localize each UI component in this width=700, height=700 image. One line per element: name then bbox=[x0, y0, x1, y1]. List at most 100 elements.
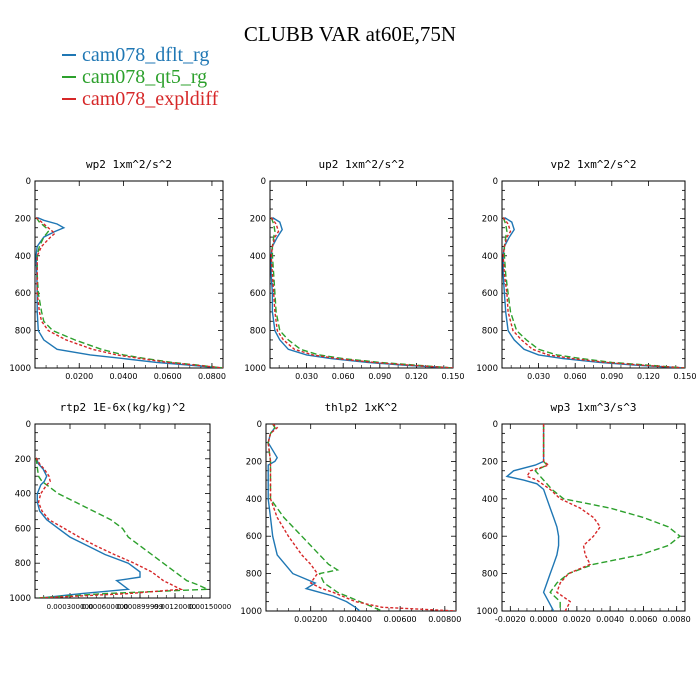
x-tick-label: 0.000600000 bbox=[82, 603, 129, 611]
plot-frame bbox=[34, 180, 224, 369]
x-tick-label: 0.0200 bbox=[65, 372, 93, 381]
panel-title: rtp2 1E-6x(kg/kg)^2 bbox=[60, 401, 186, 414]
y-tick-label: 600 bbox=[482, 289, 498, 299]
y-tick-label: 1000 bbox=[9, 364, 31, 374]
series-line bbox=[35, 216, 223, 368]
series-line bbox=[270, 217, 453, 368]
x-tick-label: 0.030 bbox=[527, 372, 550, 381]
y-tick-label: 400 bbox=[15, 490, 31, 500]
x-tick-label: 0.0080 bbox=[663, 615, 691, 624]
y-tick-label: 600 bbox=[15, 289, 31, 299]
panel-title: up2 1xm^2/s^2 bbox=[318, 158, 404, 171]
series-line bbox=[270, 216, 453, 368]
legend-item: cam078_qt5_rg bbox=[62, 66, 218, 88]
y-tick-label: 800 bbox=[250, 327, 266, 337]
y-tick-label: 600 bbox=[482, 532, 498, 542]
series-line bbox=[267, 424, 456, 611]
x-tick-label: 0.0060 bbox=[629, 615, 657, 624]
y-tick-label: 800 bbox=[482, 570, 498, 580]
y-tick-label: 0 bbox=[257, 420, 262, 430]
y-tick-label: 800 bbox=[15, 559, 31, 569]
y-tick-label: 0 bbox=[26, 420, 31, 430]
x-tick-label: 0.00800 bbox=[428, 615, 461, 624]
series-line bbox=[502, 217, 685, 368]
y-tick-label: 0 bbox=[493, 177, 498, 187]
x-tick-label: 0.030 bbox=[295, 372, 318, 381]
y-tick-label: 0 bbox=[261, 177, 266, 187]
x-tick-label: 0.120 bbox=[405, 372, 428, 381]
y-tick-label: 1000 bbox=[476, 607, 498, 617]
plot-frame bbox=[269, 180, 454, 369]
legend-item: cam078_dflt_rg bbox=[62, 44, 218, 66]
series-line bbox=[35, 216, 223, 368]
legend-swatch bbox=[62, 54, 76, 57]
legend-swatch bbox=[62, 76, 76, 79]
page-title: CLUBB VAR at60E,75N bbox=[243, 22, 457, 46]
chart-panel: wp2 1xm^2/s^2 0 200 400 600 800 1000 0.0200 0.04… bbox=[9, 158, 226, 381]
x-tick-label: 0.0020 bbox=[563, 615, 591, 624]
x-tick-label: 0.00200 bbox=[294, 615, 327, 624]
y-tick-label: 200 bbox=[250, 214, 266, 224]
legend-swatch bbox=[62, 98, 76, 101]
plot-frame bbox=[34, 423, 211, 599]
legend-item: cam078_expldiff bbox=[62, 88, 218, 110]
x-tick-label: 0.060 bbox=[332, 372, 355, 381]
plot-frame bbox=[501, 423, 686, 612]
y-tick-label: 800 bbox=[482, 327, 498, 337]
series-line bbox=[35, 457, 141, 598]
y-tick-label: 400 bbox=[482, 495, 498, 505]
x-tick-label: 0.000899999 bbox=[117, 603, 164, 611]
y-tick-label: 400 bbox=[15, 252, 31, 262]
x-tick-label: 0.0000 bbox=[530, 615, 558, 624]
plot-frame bbox=[265, 423, 457, 612]
series-line bbox=[267, 424, 361, 611]
y-tick-label: 800 bbox=[15, 327, 31, 337]
y-tick-label: 0 bbox=[493, 420, 498, 430]
legend-label: cam078_dflt_rg bbox=[82, 44, 210, 66]
series-line bbox=[35, 457, 208, 598]
x-tick-label: 0.150 bbox=[442, 372, 465, 381]
legend: cam078_dflt_rg cam078_qt5_rg cam078_expl… bbox=[62, 44, 218, 110]
y-tick-label: 1000 bbox=[240, 607, 262, 617]
chart-panel: rtp2 1E-6x(kg/kg)^2 0 200 400 600 800 1000 0.00… bbox=[9, 401, 231, 611]
y-tick-label: 200 bbox=[15, 214, 31, 224]
legend-label: cam078_expldiff bbox=[82, 88, 219, 110]
y-tick-label: 800 bbox=[246, 570, 262, 580]
x-tick-label: 0.00120000 bbox=[154, 603, 196, 611]
chart-panel: up2 1xm^2/s^2 0 200 400 600 800 1000 0.030 0.060… bbox=[244, 158, 464, 381]
x-tick-label: 0.000300000 bbox=[47, 603, 94, 611]
series-line bbox=[35, 457, 184, 598]
x-tick-label: 0.090 bbox=[368, 372, 391, 381]
y-tick-label: 400 bbox=[250, 252, 266, 262]
chart-panel: wp3 1xm^3/s^3 0 200 400 600 800 1000-0.0020 0.0… bbox=[476, 401, 690, 624]
x-tick-label: 0.00600 bbox=[384, 615, 417, 624]
y-tick-label: 400 bbox=[482, 252, 498, 262]
y-tick-label: 200 bbox=[246, 457, 262, 467]
plot-frame bbox=[501, 180, 686, 369]
panel-title: wp2 1xm^2/s^2 bbox=[86, 158, 172, 171]
series-line bbox=[534, 424, 682, 611]
chart-panel: thlp2 1xK^2 0 200 400 600 800 1000 0.00200 0.004… bbox=[240, 401, 461, 624]
x-tick-label: 0.120 bbox=[637, 372, 660, 381]
x-tick-label: 0.060 bbox=[564, 372, 587, 381]
x-tick-label: 0.0800 bbox=[198, 372, 226, 381]
y-tick-label: 600 bbox=[15, 524, 31, 534]
y-tick-label: 600 bbox=[246, 532, 262, 542]
panel-title: vp2 1xm^2/s^2 bbox=[550, 158, 636, 171]
series-line bbox=[502, 217, 685, 368]
x-tick-label: 0.00400 bbox=[339, 615, 372, 624]
y-tick-label: 400 bbox=[246, 495, 262, 505]
x-tick-label: 0.150 bbox=[674, 372, 697, 381]
x-tick-label: 0.0400 bbox=[109, 372, 137, 381]
y-tick-label: 200 bbox=[482, 214, 498, 224]
series-line bbox=[270, 217, 453, 368]
x-tick-label: 0.0040 bbox=[596, 615, 624, 624]
y-tick-label: 1000 bbox=[476, 364, 498, 374]
y-tick-label: 0 bbox=[26, 177, 31, 187]
panel-title: thlp2 1xK^2 bbox=[325, 401, 398, 414]
y-tick-label: 200 bbox=[15, 455, 31, 465]
y-tick-label: 1000 bbox=[9, 594, 31, 604]
series-line bbox=[502, 216, 685, 368]
series-line bbox=[525, 424, 602, 611]
